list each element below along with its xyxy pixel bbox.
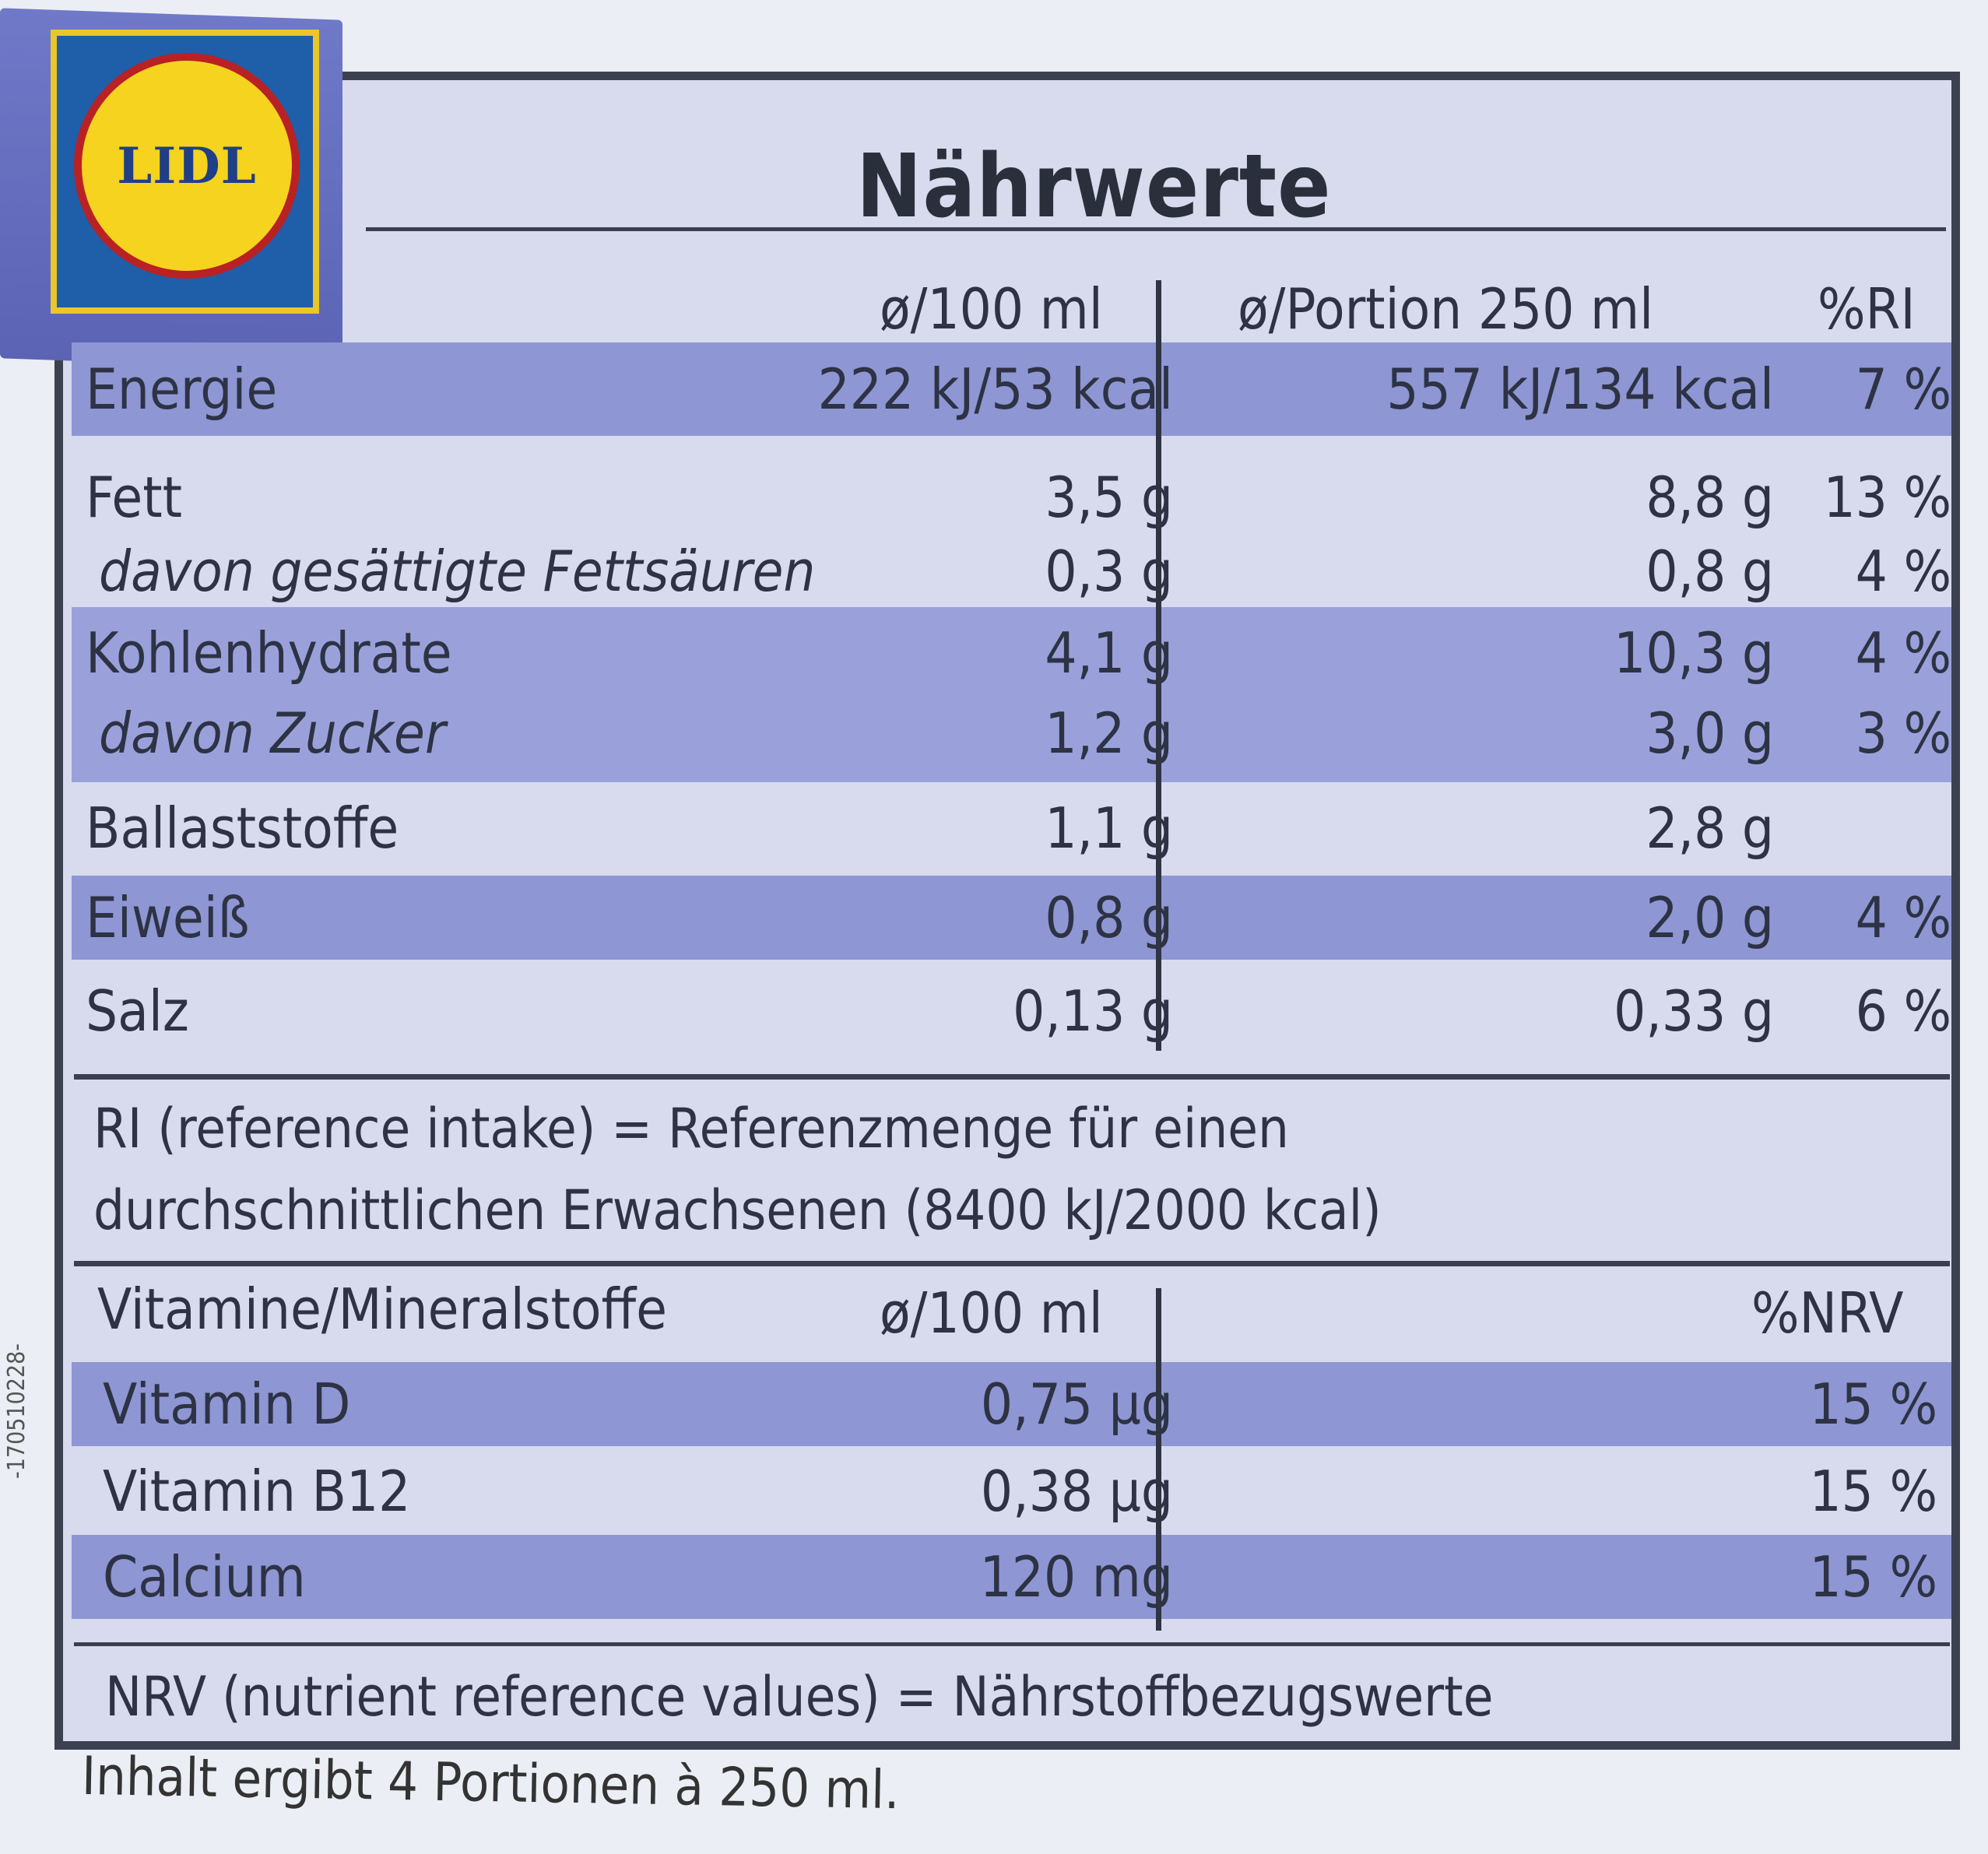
ri-note-line-1: RI (reference intake) = Referenzmenge fü… (93, 1097, 1289, 1161)
nutrient-per100: 0,3 g (1045, 539, 1173, 604)
nutrient-name: Salz (86, 978, 189, 1044)
table-row: Energie 222 kJ/53 kcal 557 kJ/134 kcal 7… (72, 342, 1951, 436)
nutrient-ri: 4 % (1855, 539, 1951, 604)
vitamins-header-name: Vitamine/Mineralstoffe (97, 1276, 668, 1342)
nutrient-ri: 13 % (1823, 465, 1951, 530)
nutrient-portion: 8,8 g (1646, 465, 1774, 530)
vitamin-name: Vitamin D (103, 1371, 351, 1437)
nutrient-ri: 4 % (1855, 620, 1951, 686)
vitamin-name: Vitamin B12 (103, 1459, 411, 1524)
nutrient-portion: 10,3 g (1614, 620, 1774, 686)
table-row: Eiweiß 0,8 g 2,0 g 4 % (72, 876, 1951, 960)
nutrient-per100: 0,8 g (1045, 885, 1173, 950)
nutrient-portion: 3,0 g (1646, 701, 1774, 766)
vitamin-per100: 0,75 µg (980, 1371, 1173, 1437)
table-row: Salz 0,13 g 0,33 g 6 % (72, 969, 1951, 1053)
section-divider (74, 1074, 1950, 1080)
side-code: -170510228- (3, 1343, 30, 1479)
nutrient-per100: 222 kJ/53 kcal (817, 356, 1173, 422)
header-portion: ø/Portion 250 ml (1238, 276, 1654, 342)
nutrient-name: davon Zucker (99, 701, 446, 766)
nutrient-ri: 3 % (1855, 701, 1951, 766)
title-divider (366, 227, 1946, 231)
lidl-logo-circle: LIDL (74, 53, 300, 279)
header-per100: ø/100 ml (880, 276, 1103, 342)
vitamin-nrv: 15 % (1809, 1459, 1937, 1524)
nutrient-name: Kohlenhydrate (86, 620, 452, 686)
vitamin-per100: 120 mg (979, 1544, 1173, 1610)
vitamin-nrv: 15 % (1809, 1544, 1937, 1610)
nrv-note: NRV (nutrient reference values) = Nährst… (105, 1665, 1494, 1729)
nutrient-name: Fett (86, 465, 182, 530)
nutrient-portion: 2,8 g (1646, 795, 1774, 861)
column-divider (1156, 1288, 1161, 1631)
nutrient-per100: 1,1 g (1045, 795, 1173, 861)
nutrient-portion: 557 kJ/134 kcal (1386, 356, 1774, 422)
header-ri: %RI (1818, 276, 1916, 342)
nutrient-portion: 0,8 g (1646, 539, 1774, 604)
nutrient-name: Ballaststoffe (86, 795, 399, 861)
nutrient-name: Eiweiß (86, 885, 250, 950)
column-divider (1156, 280, 1161, 1051)
nutrient-per100: 0,13 g (1013, 978, 1173, 1044)
portion-footer: Inhalt ergibt 4 Portionen à 250 ml. (81, 1745, 901, 1822)
vitamin-per100: 0,38 µg (980, 1459, 1173, 1524)
vitamins-header-nrv: %NRV (1751, 1280, 1904, 1346)
nutrient-name: Energie (86, 356, 278, 422)
vitamins-header-per100: ø/100 ml (880, 1280, 1103, 1346)
nutrient-per100: 3,5 g (1045, 465, 1173, 530)
nutrient-ri: 6 % (1855, 978, 1951, 1044)
table-row: Vitamin B12 0,38 µg 15 % (72, 1449, 1951, 1533)
nutrient-portion: 0,33 g (1614, 978, 1774, 1044)
nutrient-portion: 2,0 g (1646, 885, 1774, 950)
table-row: Vitamin D 0,75 µg 15 % (72, 1362, 1951, 1446)
nutrient-ri: 7 % (1855, 356, 1951, 422)
table-row: Calcium 120 mg 15 % (72, 1535, 1951, 1619)
section-divider (74, 1642, 1950, 1646)
vitamin-nrv: 15 % (1809, 1371, 1937, 1437)
section-divider (74, 1261, 1950, 1266)
nutrient-per100: 4,1 g (1045, 620, 1173, 686)
nutrient-ri: 4 % (1855, 885, 1951, 950)
ri-note-line-2: durchschnittlichen Erwachsenen (8400 kJ/… (93, 1178, 1382, 1242)
table-row: davon gesättigte Fettsäuren 0,3 g 0,8 g … (72, 529, 1951, 613)
nutrient-per100: 1,2 g (1045, 701, 1173, 766)
table-row-group: Kohlenhydrate 4,1 g 10,3 g 4 % davon Zuc… (72, 607, 1951, 782)
vitamin-name: Calcium (103, 1544, 306, 1610)
table-row: Fett 3,5 g 8,8 g 13 % (72, 455, 1951, 539)
table-row: Ballaststoffe 1,1 g 2,8 g (72, 786, 1951, 870)
table-title: Nährwerte (856, 136, 1332, 237)
nutrient-name: davon gesättigte Fettsäuren (99, 539, 816, 604)
